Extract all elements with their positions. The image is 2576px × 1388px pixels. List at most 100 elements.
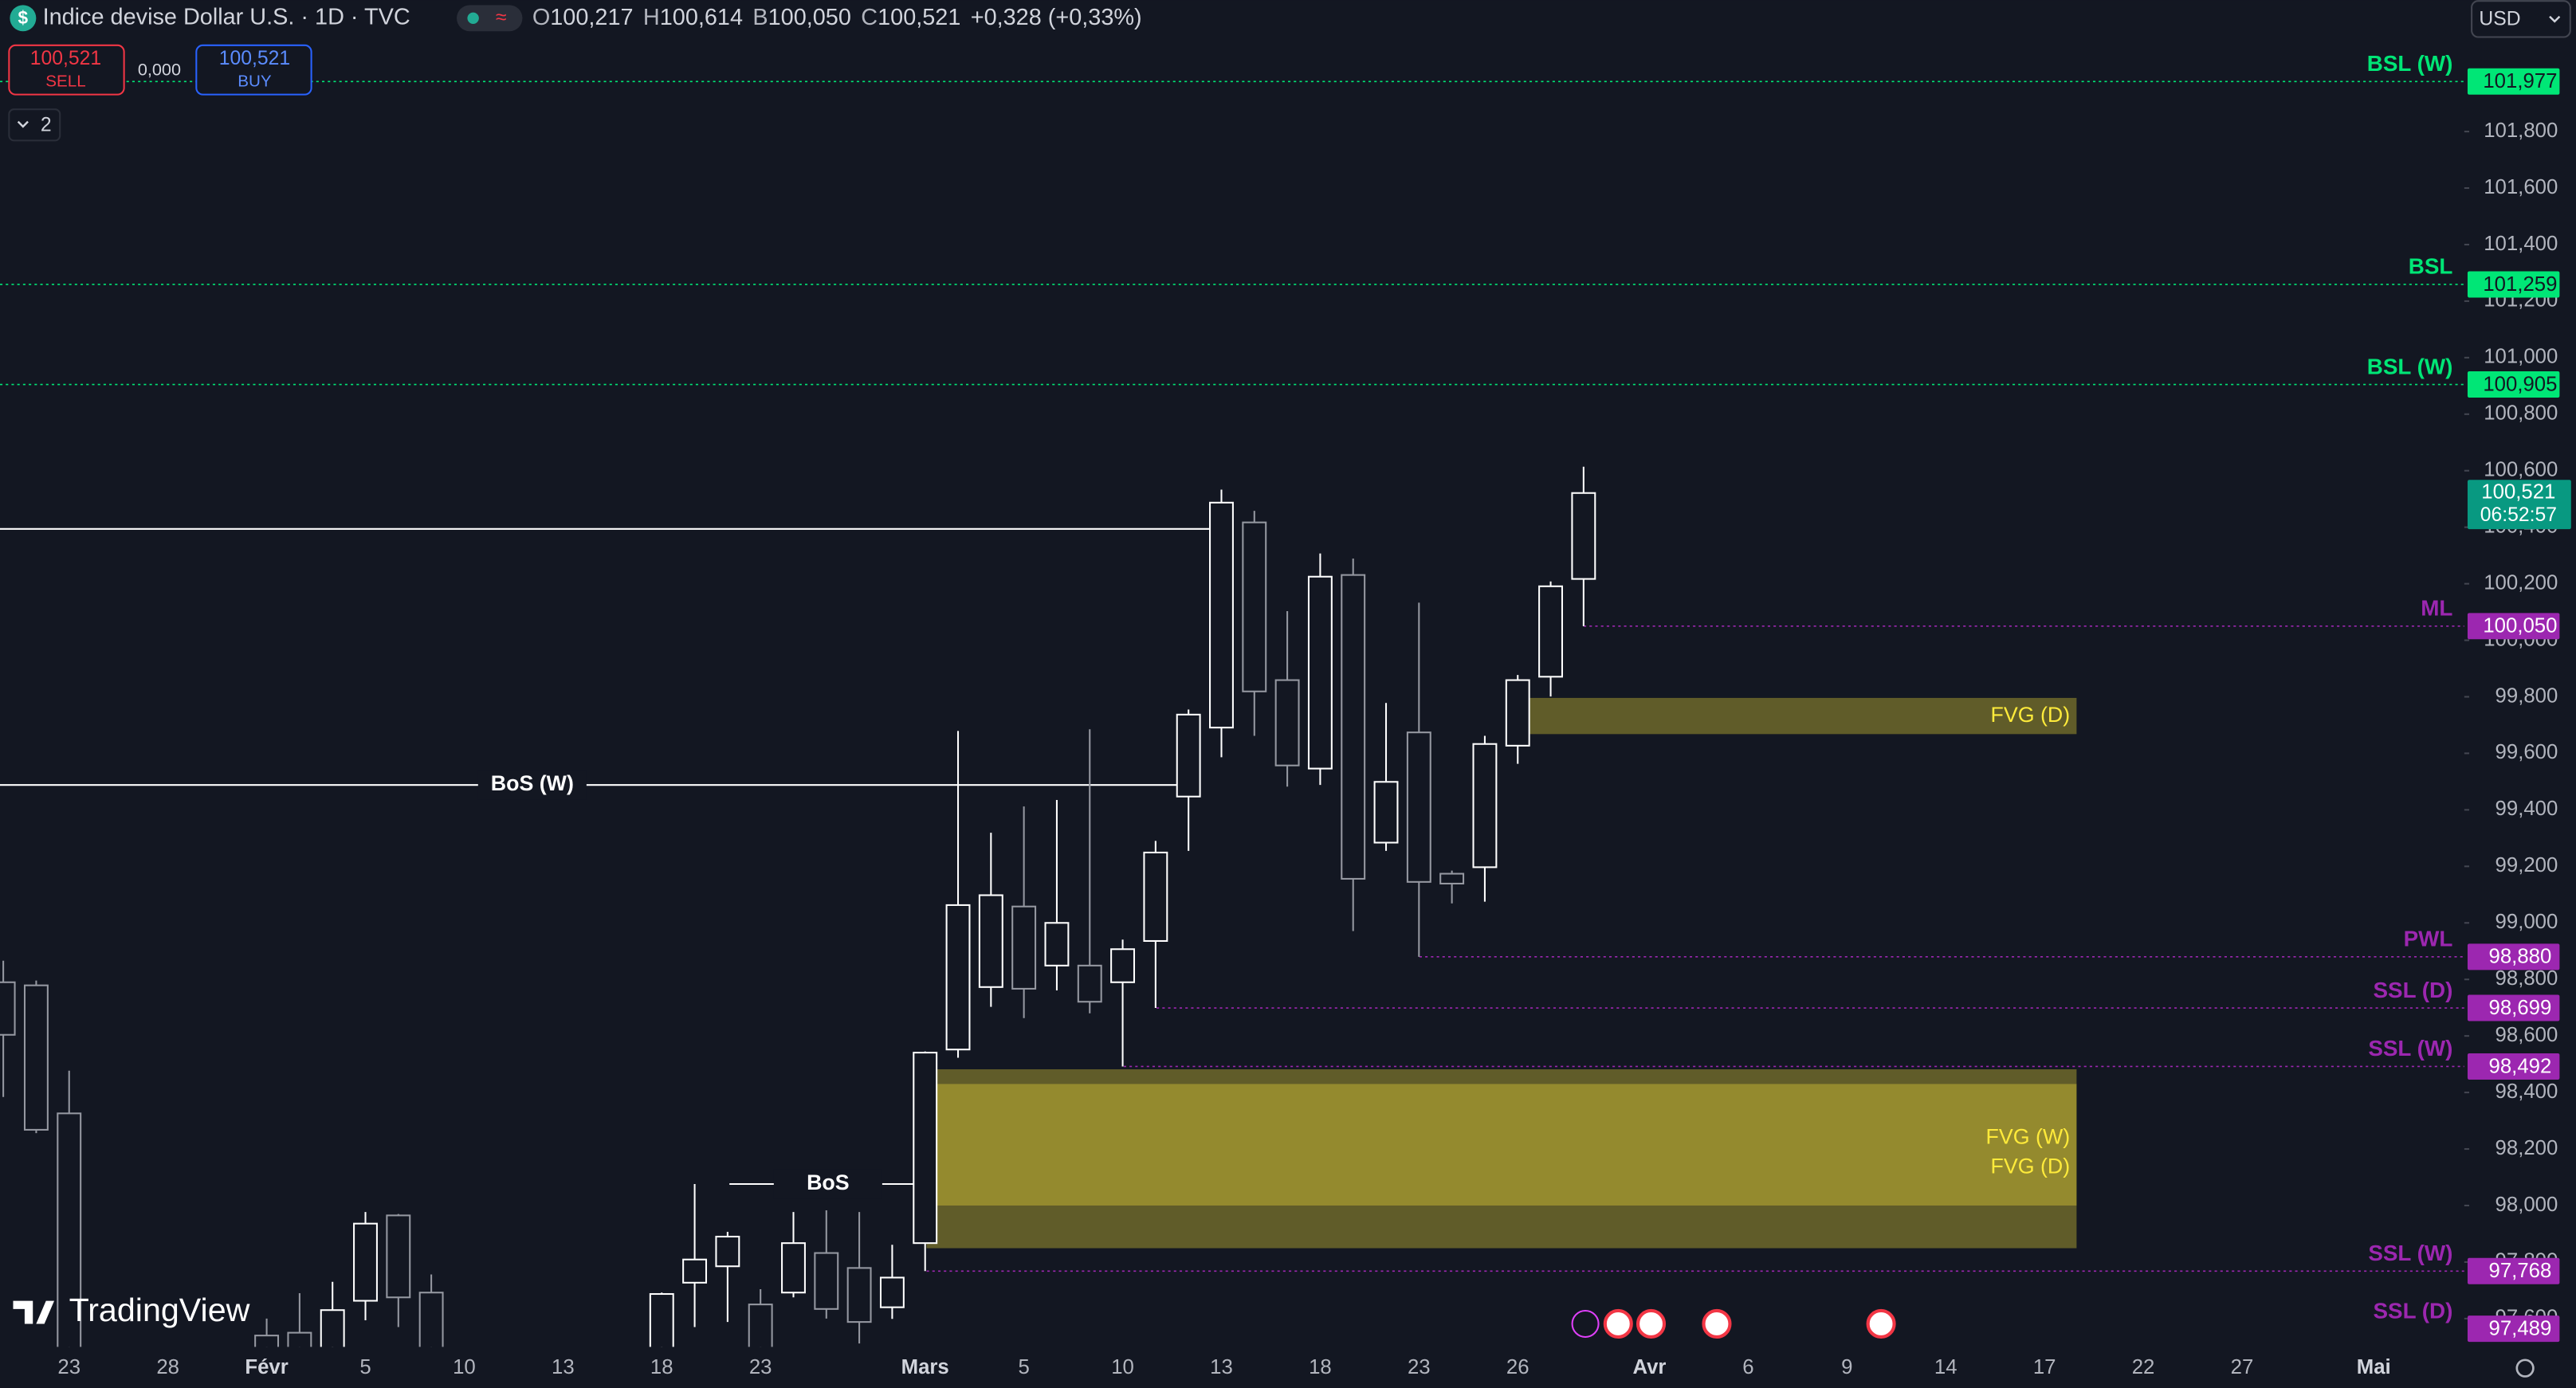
candle-body xyxy=(978,894,1003,988)
candle-body xyxy=(1505,679,1530,747)
candle-body xyxy=(814,1252,839,1310)
event-icon[interactable] xyxy=(1866,1308,1896,1339)
fvg-zone xyxy=(1518,697,2077,735)
level-label: SSL (W) xyxy=(2368,1241,2452,1265)
candle-body xyxy=(715,1235,740,1268)
countdown: 06:52:57 xyxy=(2480,504,2557,526)
x-tick-label: 23 xyxy=(749,1356,772,1378)
candle-body xyxy=(1110,948,1136,983)
sell-price: 100,521 xyxy=(30,48,101,69)
level-label: SSL (D) xyxy=(2373,978,2452,1002)
candle-body xyxy=(0,981,16,1036)
level-label: PWL xyxy=(2404,927,2453,951)
symbol[interactable]: Indice devise Dollar U.S. · 1D · TVC xyxy=(43,4,410,29)
candle-body xyxy=(1341,574,1366,880)
buy-price: 100,521 xyxy=(219,48,290,69)
y-tick-label: 99,800 xyxy=(2496,684,2558,707)
plot-area: FVG (D) FVG (W) FVG (D) BoS (W) BoS xyxy=(0,80,2464,1347)
level-badge xyxy=(2467,68,2560,95)
candle-body xyxy=(1439,872,1465,884)
level-badge-label: 98,699 xyxy=(2489,997,2552,1019)
sell-label: SELL xyxy=(45,73,85,91)
indicators-toggle[interactable] xyxy=(8,108,61,142)
y-tick-label: 98,000 xyxy=(2496,1194,2558,1216)
x-tick-label: 5 xyxy=(1018,1356,1029,1378)
x-tick-label: 18 xyxy=(1309,1356,1332,1378)
settings-icon[interactable] xyxy=(2515,1359,2535,1378)
structure-label: BoS xyxy=(807,1170,850,1194)
level-badge-label: 100,050 xyxy=(2483,615,2557,637)
candle-body xyxy=(386,1214,411,1299)
candle-body xyxy=(254,1335,280,1347)
y-tick-label: 98,400 xyxy=(2496,1080,2558,1103)
symbol-icon xyxy=(10,5,37,32)
sell-button[interactable] xyxy=(8,44,125,96)
level-badge xyxy=(2467,1257,2560,1284)
level-label: BSL (W) xyxy=(2367,354,2453,378)
y-tick-label: 98,600 xyxy=(2496,1024,2558,1046)
currency-button[interactable] xyxy=(2471,0,2571,38)
event-icon[interactable] xyxy=(1636,1308,1667,1339)
close: 100,521 xyxy=(878,4,960,29)
x-tick-label: 27 xyxy=(2231,1356,2254,1378)
open: 100,217 xyxy=(550,4,633,29)
candle-body xyxy=(1571,492,1596,580)
x-tick-label: 13 xyxy=(552,1356,575,1378)
candle-body xyxy=(1242,521,1267,692)
level-label: SSL (W) xyxy=(2368,1036,2452,1061)
x-tick-label: Mai xyxy=(2357,1356,2391,1378)
candle-body xyxy=(1274,679,1300,767)
buy-button[interactable] xyxy=(195,44,312,96)
x-tick-label: 22 xyxy=(2132,1356,2155,1378)
x-tick-label: Mars xyxy=(901,1356,949,1378)
event-icon[interactable] xyxy=(1571,1309,1600,1338)
chevron xyxy=(17,120,29,128)
status-glyph: ≈ xyxy=(496,6,507,28)
x-tick-label: 23 xyxy=(1408,1356,1431,1378)
x-tick-label: 18 xyxy=(650,1356,673,1378)
event-icon[interactable] xyxy=(1603,1308,1633,1339)
candle-body xyxy=(1176,713,1201,798)
y-tick-label: 100,800 xyxy=(2484,402,2558,425)
brand-logo xyxy=(13,1300,55,1324)
candle-body xyxy=(23,984,49,1131)
candle-body xyxy=(748,1304,773,1347)
fvg-label: FVG (D) xyxy=(1990,703,2070,727)
y-tick-label: 98,200 xyxy=(2496,1137,2558,1159)
level-badge xyxy=(2467,943,2560,970)
status-pill xyxy=(457,5,523,32)
level-badge-label: 98,880 xyxy=(2489,946,2552,968)
spread: 0,000 xyxy=(138,59,181,79)
x-tick-label: 28 xyxy=(156,1356,179,1378)
fvg-label: FVG (D) xyxy=(1990,1155,2070,1178)
candle-body xyxy=(781,1242,806,1294)
y-tick-label: 101,800 xyxy=(2484,120,2558,142)
level-badge xyxy=(2467,1315,2560,1343)
currency: USD xyxy=(2479,8,2520,29)
y-tick-label: 100,600 xyxy=(2484,459,2558,481)
fvg-zone xyxy=(926,1069,2077,1249)
level-badge xyxy=(2467,371,2560,398)
candle-body xyxy=(1077,964,1102,1003)
y-tick-label: 99,600 xyxy=(2496,741,2558,763)
y-tick-label: 100,200 xyxy=(2484,571,2558,594)
candle-body xyxy=(649,1292,674,1347)
level-badge xyxy=(2467,994,2560,1021)
y-tick-label: 101,000 xyxy=(2484,346,2558,368)
candle-body xyxy=(1307,575,1333,770)
candle-body xyxy=(353,1222,378,1302)
level-label: BSL (W) xyxy=(2367,51,2453,76)
level-label: BSL xyxy=(2409,254,2453,279)
y-tick-label: 99,200 xyxy=(2496,854,2558,876)
y-tick-label: 101,600 xyxy=(2484,176,2558,198)
x-tick-label: 6 xyxy=(1742,1356,1753,1378)
candle-body xyxy=(846,1267,872,1323)
candle-body xyxy=(1406,731,1431,883)
level-badge-label: 101,977 xyxy=(2483,70,2557,92)
x-tick-label: 17 xyxy=(2033,1356,2056,1378)
event-icon[interactable] xyxy=(1702,1308,1732,1339)
candle-body xyxy=(945,904,971,1051)
last-price-badge xyxy=(2467,480,2571,530)
